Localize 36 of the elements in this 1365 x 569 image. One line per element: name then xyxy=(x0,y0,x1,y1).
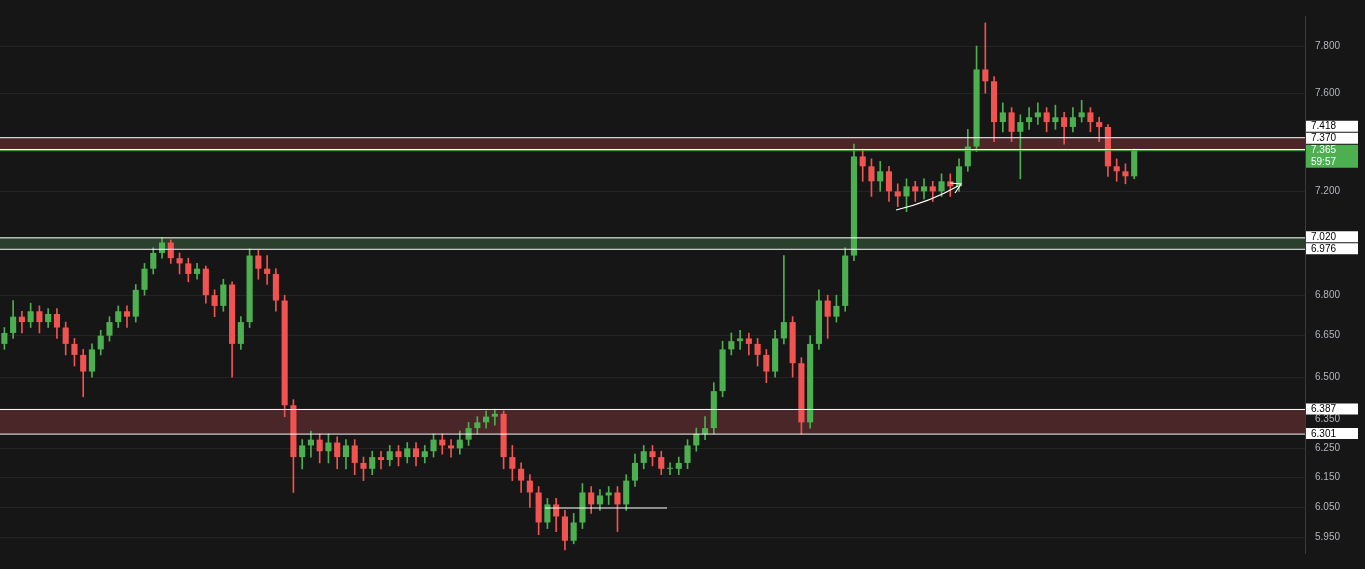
y-tick-label: 6.250 xyxy=(1315,442,1341,454)
candlestick xyxy=(1026,107,1033,130)
candlestick xyxy=(1113,158,1120,182)
y-tick-label: 6.350 xyxy=(1315,413,1341,425)
candlestick xyxy=(920,178,928,200)
y-tick-label: 7.200 xyxy=(1315,185,1341,197)
y-tick-label: 6.050 xyxy=(1315,501,1341,513)
candlestick xyxy=(264,255,271,285)
y-tick-label: 5.950 xyxy=(1315,531,1341,543)
y-tick-label: 6.800 xyxy=(1315,288,1341,300)
candlestick xyxy=(18,310,25,334)
candlestick xyxy=(737,329,744,350)
candlestick xyxy=(447,439,455,458)
ref-line-label: 7.370 xyxy=(1311,132,1337,144)
candlestick xyxy=(605,486,612,505)
candlestick xyxy=(894,183,901,207)
ref-line-label: 6.387 xyxy=(1311,403,1337,415)
y-tick-label: 6.650 xyxy=(1315,329,1341,341)
candlestick xyxy=(912,180,919,202)
ref-line-label: 7.020 xyxy=(1311,231,1337,243)
candlestick xyxy=(491,408,498,426)
y-tick-label: 6.150 xyxy=(1315,471,1341,483)
y-tick-label: 7.800 xyxy=(1315,39,1341,51)
candlestick xyxy=(1096,116,1103,142)
ref-line-label: 7.365 xyxy=(1311,144,1337,156)
y-tick-label: 7.600 xyxy=(1315,86,1341,98)
ref-line-label: 6.301 xyxy=(1311,427,1337,439)
candlestick xyxy=(1034,102,1041,125)
candlestick xyxy=(377,450,385,470)
candlestick xyxy=(666,462,674,476)
ref-line-label: 7.418 xyxy=(1311,120,1337,132)
text: 59:57 xyxy=(1311,156,1337,168)
candlestick xyxy=(982,22,989,94)
y-tick-label: 6.500 xyxy=(1315,370,1341,382)
ref-line-label: 6.976 xyxy=(1311,243,1337,255)
candlestick xyxy=(780,255,787,345)
